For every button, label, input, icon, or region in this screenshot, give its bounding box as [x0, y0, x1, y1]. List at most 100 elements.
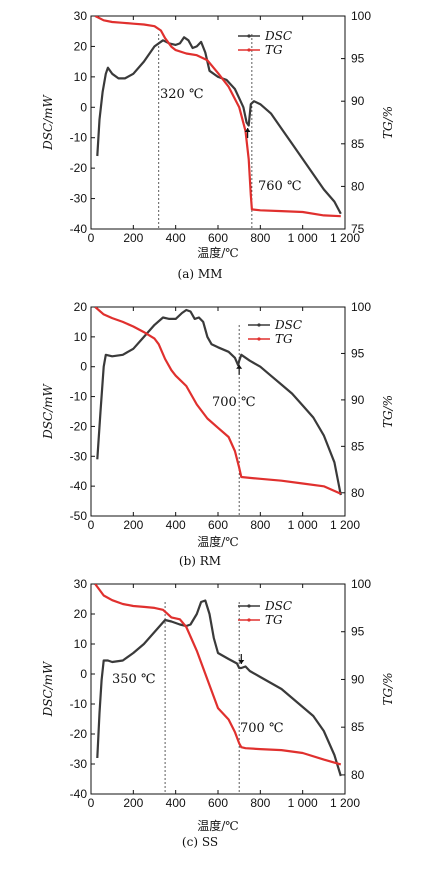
annotation-label: 700 ℃ [212, 395, 256, 410]
x-tick-label: 800 [250, 518, 270, 532]
x-tick-label: 1 200 [330, 796, 360, 810]
chart-panel-2: 0 200 400 600 800 1 000 1 200 -50 -40 -30 -20 -10 0 1… [41, 300, 395, 568]
chart-panel-3: 0 200 400 600 800 1 000 1 200 -40 -30 -20 -10 0 10 20… [41, 577, 395, 849]
x-tick-label: 1 200 [330, 518, 360, 532]
series-line-dsc [96, 36, 342, 215]
panel-caption: (a) MM [178, 267, 223, 281]
plot-frame [90, 583, 346, 795]
y-tick-label-left: 0 [80, 100, 87, 114]
y-tick-label-left: 30 [74, 577, 88, 591]
arrow-head-icon [236, 364, 243, 369]
x-tick-label: 1 000 [288, 518, 318, 532]
legend-marker-dsc [247, 604, 251, 608]
y-axis-label-right: TG/% [381, 106, 395, 139]
plot-frame [90, 15, 346, 230]
y-axis-label-left: DSC/mW [41, 660, 55, 717]
x-tick-label: 200 [123, 518, 143, 532]
x-tick-label: 600 [208, 518, 228, 532]
legend-marker-dsc [257, 323, 261, 327]
panel-caption: (c) SS [182, 835, 218, 849]
x-tick-label: 200 [123, 796, 143, 810]
y-tick-label-right: 95 [351, 346, 365, 360]
y-tick-label-right: 95 [351, 52, 365, 66]
y-tick-label-right: 80 [351, 179, 365, 193]
y-tick-label-right: 100 [351, 577, 371, 591]
y-tick-label-left: 10 [74, 637, 88, 651]
y-tick-label-right: 85 [351, 720, 365, 734]
x-tick-label: 400 [166, 518, 186, 532]
x-tick-label: 1 000 [288, 231, 318, 245]
x-tick-label: 800 [250, 231, 270, 245]
y-tick-label-right: 100 [351, 9, 371, 23]
legend-marker-tg [247, 48, 251, 52]
legend-marker-tg [247, 618, 251, 622]
x-tick-label: 1 200 [330, 231, 360, 245]
y-tick-label-right: 95 [351, 625, 365, 639]
y-tick-label-right: 90 [351, 94, 365, 108]
legend-marker-dsc [247, 34, 251, 38]
legend-label-tg: TG [265, 43, 283, 57]
y-tick-label-right: 85 [351, 439, 365, 453]
y-tick-label-left: -40 [70, 479, 88, 493]
y-tick-label-left: -20 [70, 419, 88, 433]
legend-label-dsc: DSC [264, 29, 292, 43]
series-line-tg [94, 584, 342, 766]
chart-panel-1: 0 200 400 600 800 1 000 1 200 -40 -30 -20 -10 0 10 20… [41, 9, 395, 281]
y-tick-label-right: 80 [351, 768, 365, 782]
y-tick-label-right: 75 [351, 222, 365, 236]
x-tick-label: 0 [88, 231, 95, 245]
y-tick-label-left: -30 [70, 757, 88, 771]
y-tick-label-left: -50 [70, 509, 88, 523]
y-tick-label-right: 80 [351, 486, 365, 500]
arrow-head-icon [244, 128, 251, 133]
x-tick-label: 600 [208, 231, 228, 245]
legend-label-dsc: DSC [274, 318, 302, 332]
y-axis-label-right: TG/% [381, 672, 395, 705]
x-tick-label: 800 [250, 796, 270, 810]
x-tick-label: 200 [123, 231, 143, 245]
y-tick-label-left: -40 [70, 222, 88, 236]
y-tick-label-left: -20 [70, 161, 88, 175]
annotation-label: 760 ℃ [258, 179, 302, 194]
series-line-dsc [96, 308, 342, 496]
annotation-label: 350 ℃ [112, 672, 156, 687]
y-tick-label-left: -10 [70, 390, 88, 404]
y-tick-label-left: -30 [70, 449, 88, 463]
y-tick-label-right: 100 [351, 300, 371, 314]
x-axis-label: 温度/℃ [197, 818, 238, 833]
x-axis-label: 温度/℃ [197, 245, 238, 260]
x-tick-label: 0 [88, 796, 95, 810]
series-line-tg [94, 16, 341, 218]
y-tick-label-left: 20 [74, 607, 88, 621]
x-tick-label: 0 [88, 518, 95, 532]
y-tick-label-left: -10 [70, 131, 88, 145]
y-tick-label-right: 90 [351, 393, 365, 407]
arrow-head-icon [238, 660, 245, 664]
y-tick-label-right: 85 [351, 137, 365, 151]
x-tick-label: 400 [166, 231, 186, 245]
y-tick-label-left: 0 [80, 667, 87, 681]
y-tick-label-left: -10 [70, 697, 88, 711]
y-tick-label-left: 30 [74, 9, 88, 23]
legend-label-tg: TG [265, 613, 283, 627]
y-tick-label-right: 90 [351, 672, 365, 686]
y-tick-label-left: -20 [70, 727, 88, 741]
legend-label-dsc: DSC [264, 599, 292, 613]
series-line-tg [94, 307, 342, 495]
y-tick-label-left: 0 [80, 360, 87, 374]
y-tick-label-left: -30 [70, 192, 88, 206]
annotation-label: 700 ℃ [240, 721, 284, 736]
x-tick-label: 600 [208, 796, 228, 810]
y-tick-label-left: 10 [74, 70, 88, 84]
series-line-dsc [96, 599, 342, 777]
y-axis-label-right: TG/% [381, 395, 395, 428]
y-tick-label-left: -40 [70, 787, 88, 801]
legend-label-tg: TG [275, 332, 293, 346]
annotation-label: 320 ℃ [160, 87, 204, 102]
x-axis-label: 温度/℃ [197, 534, 238, 549]
x-tick-label: 1 000 [288, 796, 318, 810]
